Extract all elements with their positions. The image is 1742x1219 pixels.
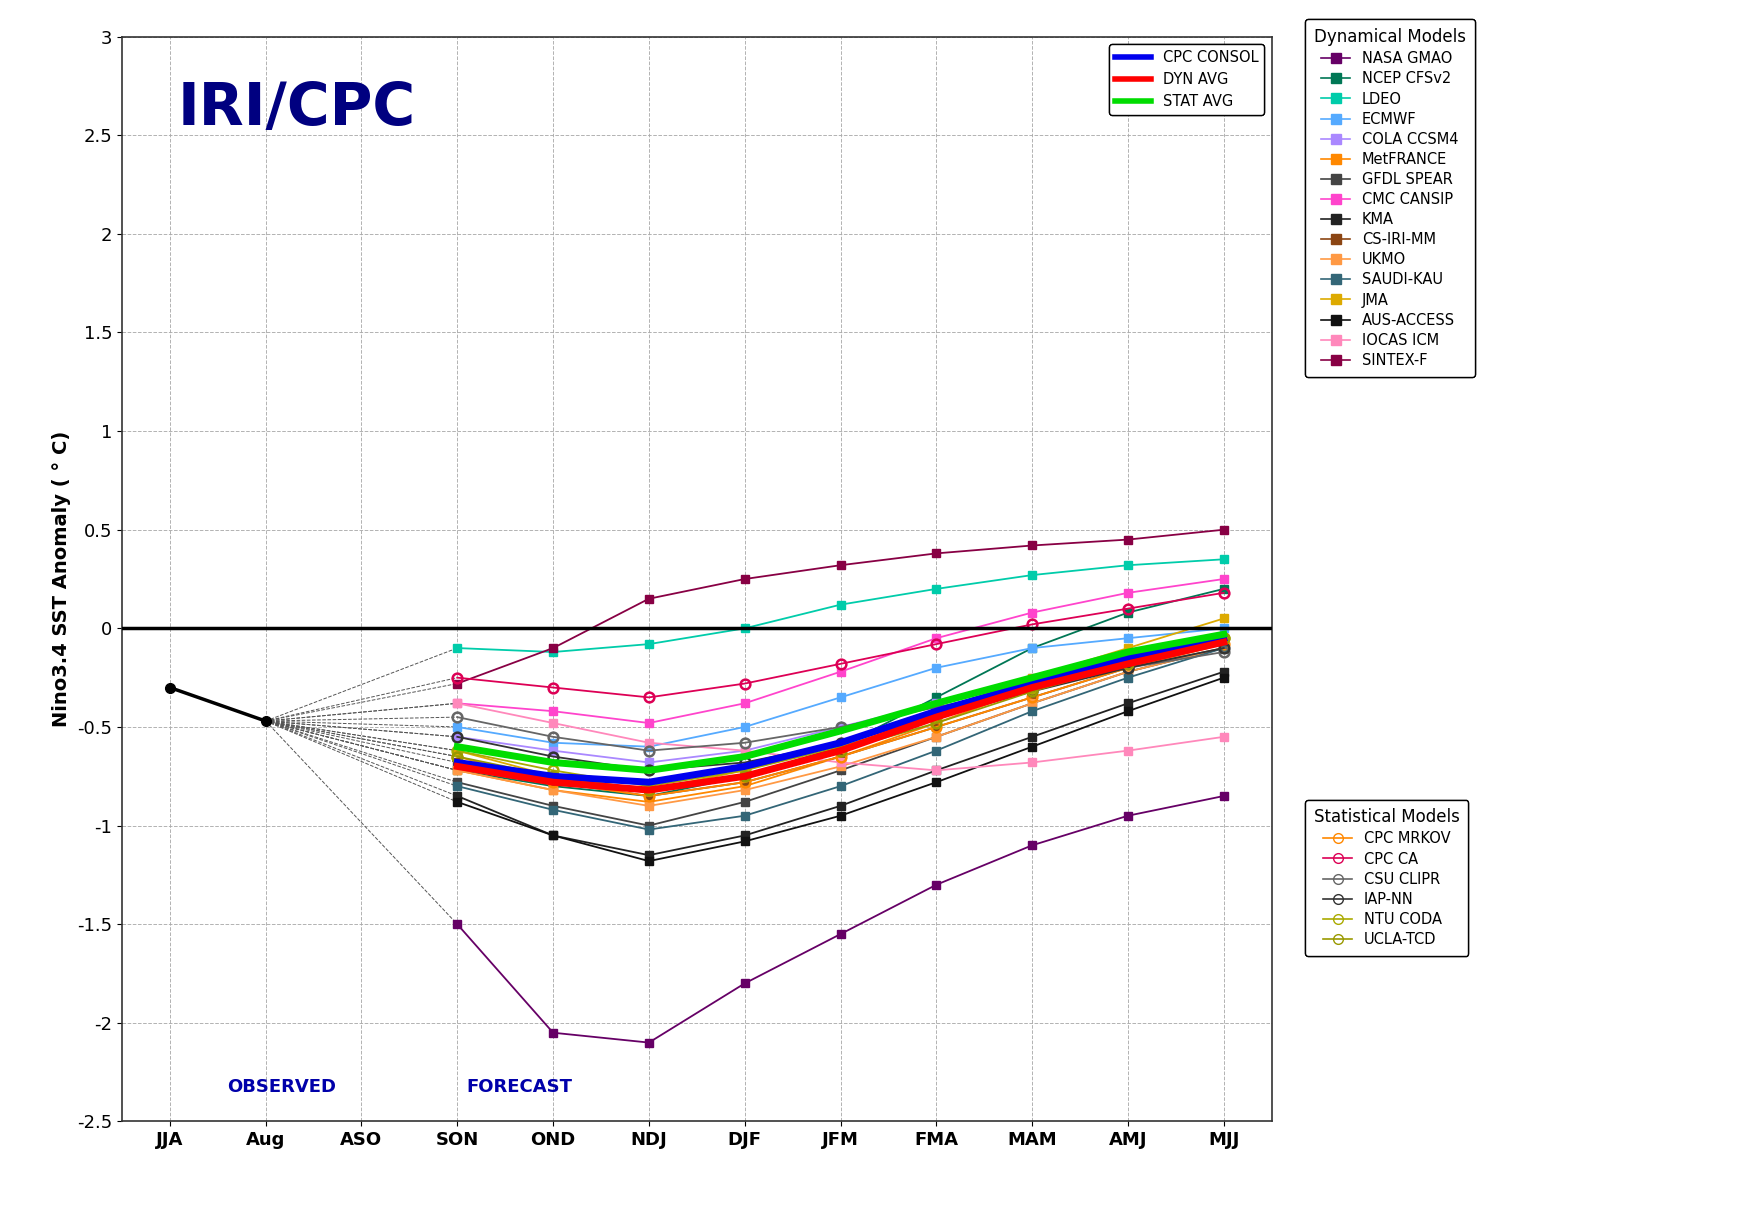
Legend: CPC MRKOV, CPC CA, CSU CLIPR, IAP-NN, NTU CODA, UCLA-TCD: CPC MRKOV, CPC CA, CSU CLIPR, IAP-NN, NT… — [1305, 800, 1469, 956]
Text: OBSERVED: OBSERVED — [226, 1078, 336, 1096]
Text: IRI/CPC: IRI/CPC — [178, 80, 416, 138]
Text: FORECAST: FORECAST — [467, 1078, 573, 1096]
Legend: CPC CONSOL, DYN AVG, STAT AVG: CPC CONSOL, DYN AVG, STAT AVG — [1110, 44, 1265, 115]
Y-axis label: Nino3.4 SST Anomaly ( ° C): Nino3.4 SST Anomaly ( ° C) — [52, 430, 71, 728]
Legend: NASA GMAO, NCEP CFSv2, LDEO, ECMWF, COLA CCSM4, MetFRANCE, GFDL SPEAR, CMC CANSI: NASA GMAO, NCEP CFSv2, LDEO, ECMWF, COLA… — [1305, 20, 1474, 377]
